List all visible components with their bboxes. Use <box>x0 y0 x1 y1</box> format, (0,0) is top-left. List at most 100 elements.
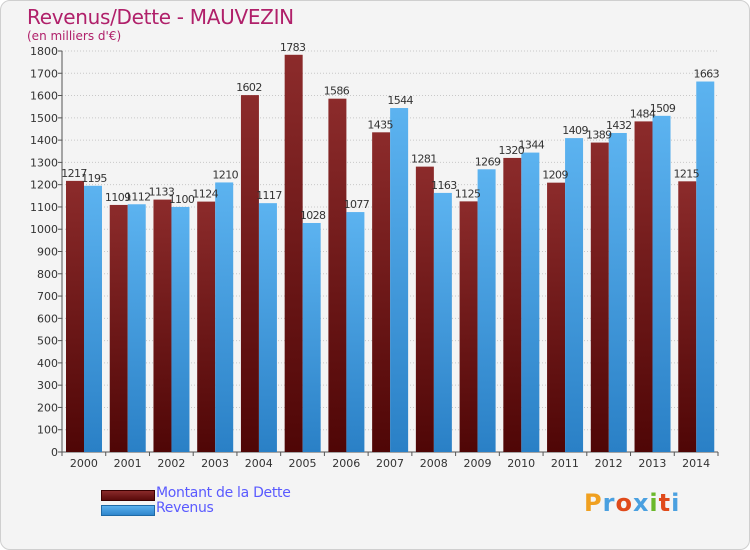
x-tick-label: 2006 <box>332 457 360 470</box>
bar-dette <box>153 199 172 452</box>
x-tick-label: 2009 <box>463 457 491 470</box>
x-tick-label: 2003 <box>201 457 229 470</box>
logo-letter: x <box>632 489 650 517</box>
bar-revenus <box>390 108 409 452</box>
value-label-revenus: 1663 <box>693 68 719 81</box>
value-label-dette: 1124 <box>192 188 218 201</box>
bar-revenus <box>171 206 190 452</box>
bar-dette <box>372 132 391 452</box>
y-tick-label: 200 <box>37 401 58 414</box>
bar-revenus <box>608 132 627 452</box>
y-tick-label: 1300 <box>30 156 58 169</box>
bar-revenus <box>433 192 452 453</box>
value-label-revenus: 1100 <box>169 193 195 206</box>
y-tick-label: 1500 <box>30 112 58 125</box>
bar-dette <box>240 95 259 453</box>
x-tick-label: 2005 <box>289 457 317 470</box>
y-tick-label: 1200 <box>30 179 58 192</box>
y-tick-label: 600 <box>37 312 58 325</box>
y-tick-label: 300 <box>37 379 58 392</box>
x-tick-label: 2011 <box>551 457 579 470</box>
bar-dette <box>678 181 697 452</box>
y-tick-label: 800 <box>37 268 58 281</box>
legend-label-revenus: Revenus <box>156 500 214 516</box>
x-tick-label: 2007 <box>376 457 404 470</box>
y-tick-label: 1400 <box>30 134 58 147</box>
x-tick-label: 2001 <box>114 457 142 470</box>
bar-revenus <box>652 115 671 452</box>
value-label-revenus: 1432 <box>606 119 632 132</box>
x-axis: 2000 2001 2002 2003 2004 2005 2006 2007 2008 2009… <box>61 452 719 470</box>
value-label-revenus: 1163 <box>431 179 457 192</box>
bar-revenus <box>696 81 715 452</box>
legend-swatch-revenus <box>101 505 155 516</box>
value-label-revenus: 1195 <box>81 172 107 185</box>
value-label-revenus: 1210 <box>212 168 238 181</box>
y-tick-label: 1100 <box>30 201 58 214</box>
value-label-dette: 1389 <box>586 129 612 142</box>
value-label-revenus: 1269 <box>475 155 501 168</box>
y-tick-label: 500 <box>37 335 58 348</box>
bar-revenus <box>127 204 146 452</box>
logo-letter: o <box>615 489 633 517</box>
x-tick-label: 2004 <box>245 457 273 470</box>
chart-title: Revenus/Dette - MAUVEZIN <box>27 5 294 29</box>
y-tick-label: 0 <box>51 446 58 459</box>
value-label-dette: 1109 <box>105 191 131 204</box>
logo-letter: P <box>584 489 603 517</box>
value-label-revenus: 1028 <box>300 209 326 222</box>
value-label-dette: 1484 <box>630 107 656 120</box>
bar-revenus <box>346 212 365 452</box>
logo-letter: i <box>671 489 681 517</box>
value-label-dette: 1435 <box>367 118 393 131</box>
y-tick-label: 100 <box>37 424 58 437</box>
bar-revenus <box>215 182 234 452</box>
bars <box>66 54 715 453</box>
x-tick-label: 2008 <box>420 457 448 470</box>
chart-subtitle: (en milliers d'€) <box>27 29 122 43</box>
y-tick-label: 700 <box>37 290 58 303</box>
logo-letter: i <box>649 489 659 517</box>
x-tick-label: 2010 <box>507 457 535 470</box>
value-label-revenus: 1509 <box>650 102 676 115</box>
logo-letter: t <box>658 489 672 517</box>
bar-dette <box>547 182 566 452</box>
value-label-dette: 1586 <box>324 85 350 98</box>
value-label-dette: 1281 <box>411 153 437 166</box>
value-label-dette: 1320 <box>499 144 525 157</box>
bar-revenus <box>521 152 540 452</box>
bar-dette <box>328 98 347 453</box>
y-tick-label: 1600 <box>30 90 58 103</box>
value-label-dette: 1602 <box>236 81 262 94</box>
bar-dette <box>66 180 84 452</box>
value-label-dette: 1217 <box>61 167 87 180</box>
x-tick-label: 2000 <box>70 457 98 470</box>
y-tick-label: 900 <box>37 246 58 259</box>
legend-swatch-dette <box>101 490 155 501</box>
bar-dette <box>590 142 609 453</box>
x-tick-label: 2002 <box>157 457 185 470</box>
bar-dette <box>284 54 303 452</box>
legend-label-dette: Montant de la Dette <box>156 485 291 501</box>
value-label-dette: 1209 <box>542 169 568 182</box>
logo-letter: r <box>602 489 616 517</box>
value-label-revenus: 1112 <box>125 190 151 203</box>
x-tick-label: 2012 <box>595 457 623 470</box>
bar-dette <box>197 201 216 452</box>
value-label-dette: 1125 <box>455 187 481 200</box>
bar-revenus <box>258 203 277 452</box>
bar-dette <box>503 157 522 452</box>
y-tick-label: 1800 <box>30 45 58 58</box>
value-label-dette: 1215 <box>673 167 699 180</box>
value-label-dette: 1133 <box>149 186 175 199</box>
bar-dette <box>415 166 434 452</box>
proxiti-logo: Proxiti <box>584 489 680 517</box>
bar-revenus <box>477 169 496 453</box>
value-label-revenus: 1409 <box>562 124 588 137</box>
bar-revenus <box>565 138 584 452</box>
bar-dette <box>459 201 478 452</box>
bar-dette <box>634 121 653 453</box>
x-tick-label: 2013 <box>638 457 666 470</box>
